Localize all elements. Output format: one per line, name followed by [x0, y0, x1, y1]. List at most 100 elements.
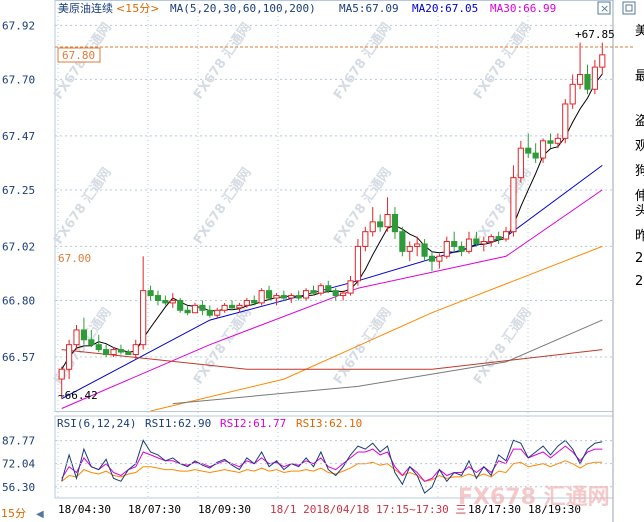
rsi-tick-label: 72.04: [2, 458, 35, 471]
candle-body: [184, 309, 191, 314]
candle-body: [369, 221, 376, 233]
candle-body: [103, 349, 110, 356]
rsi-line-rsi3: [61, 460, 603, 482]
ma-params-label: MA(5,20,30,60,100,200): [170, 2, 316, 15]
candle-body: [228, 304, 236, 309]
candle-body: [88, 339, 95, 346]
rsi-line-rsi1: [61, 439, 603, 494]
candle-body: [488, 236, 495, 243]
candle-body: [525, 147, 532, 154]
y-tick-label: 67.47: [2, 130, 35, 143]
x-tick-label: 18/07:30: [128, 503, 181, 516]
rsi-label: RSI(6,12,24): [57, 417, 136, 430]
candle-body: [414, 243, 421, 247]
candles: [58, 42, 606, 399]
x-tick-label: 18/09:30: [198, 503, 251, 516]
candle-body: [362, 231, 369, 247]
y-tick-label: 67.70: [2, 73, 35, 86]
right-panel-char: 美: [635, 24, 644, 39]
candle-body: [95, 344, 102, 351]
candle-body: [243, 299, 250, 306]
candle-body: [199, 304, 206, 311]
candle-body: [599, 54, 606, 68]
candle-body: [584, 73, 591, 90]
x-tick-label: 18/04:30: [58, 503, 111, 516]
y-tick-labels: 67.92 67.70 67.47 67.25 67.02 66.80 66.57: [2, 19, 35, 364]
candle-body: [310, 290, 317, 294]
candle-body: [562, 103, 569, 139]
candle-body: [295, 295, 302, 299]
candle-body: [169, 299, 176, 304]
right-panel-char: 2: [635, 274, 643, 289]
rsi-lines: [61, 439, 603, 494]
ma-line-ma100: [172, 319, 603, 405]
candle-body: [332, 290, 339, 297]
maximize-button[interactable]: [622, 1, 636, 15]
candle-body: [80, 329, 88, 341]
right-panel-char: 观: [635, 139, 644, 154]
candle-body: [436, 255, 443, 262]
candle-body: [288, 295, 295, 299]
candle-body: [539, 140, 547, 159]
watermark-text: FX678 汇通网: [190, 20, 254, 103]
candle-body: [591, 66, 598, 90]
candle-body: [302, 290, 310, 299]
x-tick-label: 18/17:30: [468, 503, 521, 516]
candle-body: [451, 241, 458, 247]
candle-body: [191, 304, 199, 314]
ma20-value: MA20:67.05: [412, 2, 478, 15]
candle-body: [406, 245, 413, 252]
marker-price: 67.80: [62, 49, 95, 62]
candle-body: [265, 290, 273, 299]
candle-body: [569, 83, 576, 105]
candle-body: [132, 344, 139, 356]
right-panel-char: 头: [635, 204, 644, 219]
period-tag[interactable]: 15分: [1, 507, 26, 520]
y-tick-label: 67.25: [2, 184, 35, 197]
rsi-tick-label: 87.77: [2, 435, 35, 448]
right-panel-char: 昨: [635, 229, 644, 244]
candle-body: [517, 147, 524, 179]
candle-body: [502, 231, 510, 240]
low-label: ~66.42: [58, 389, 98, 402]
right-panel-char: 狗: [635, 164, 644, 179]
close-button[interactable]: [597, 1, 611, 15]
candle-body: [384, 214, 391, 228]
rsi-line-rsi2: [61, 445, 603, 482]
candle-body: [377, 221, 384, 228]
rsi2-value: RSI2:61.77: [220, 417, 286, 430]
maximize-icon: [625, 4, 633, 12]
rsi3-value: RSI3:62.10: [296, 417, 362, 430]
candle-body: [354, 245, 362, 282]
watermark-text: FX678 汇通网: [470, 305, 534, 388]
candle-body: [66, 344, 73, 370]
watermark-text: FX678 汇通网: [190, 165, 254, 248]
candle-body: [465, 238, 473, 252]
x-tick-labels: 18/04:30 18/07:30 18/09:30 18/17:30 18/19:30: [58, 503, 581, 516]
ma-line-ma200: [61, 349, 603, 370]
high-label: +67.85: [575, 28, 615, 41]
candle-body: [458, 245, 465, 252]
candle-body: [325, 285, 332, 292]
right-panel-char: 2: [635, 251, 643, 266]
candle-body: [495, 236, 502, 240]
candle-body: [510, 177, 517, 233]
watermark-text: FX678 汇通网: [330, 305, 394, 388]
candle-body: [147, 290, 154, 297]
candle-body: [73, 329, 80, 346]
right-panel-char: 最: [635, 69, 644, 84]
ma5-value: MA5:67.09: [339, 2, 399, 15]
time-overlay: 18/1 2018/04/18 17:15~17:30 三: [270, 503, 466, 516]
candle-body: [177, 299, 184, 311]
moving-average-lines: [61, 73, 603, 412]
candle-body: [140, 290, 147, 346]
rsi1-value: RSI1:62.90: [145, 417, 211, 430]
candle-body: [58, 368, 65, 380]
candle-body: [117, 349, 125, 353]
watermark-text: FX678 汇通网: [470, 165, 534, 248]
scroll-arrow-icon[interactable]: ◀: [36, 509, 44, 520]
candle-body: [214, 309, 221, 316]
ma-line-ma30: [61, 189, 603, 409]
ref-price: 67.00: [58, 252, 91, 265]
